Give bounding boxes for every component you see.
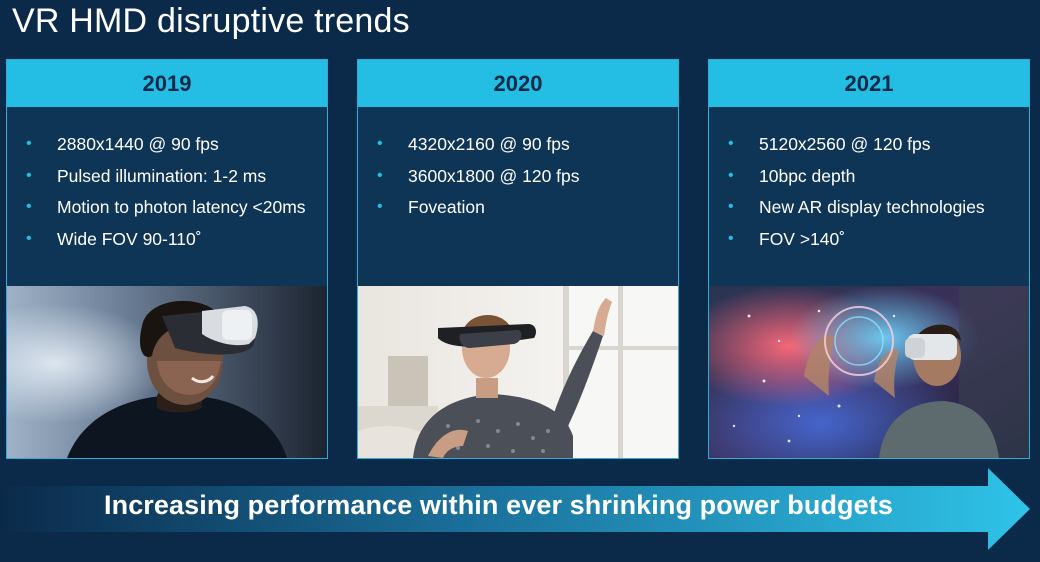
vr-headset-photo — [7, 286, 327, 458]
list-item: • 4320x2160 @ 90 fps — [377, 134, 570, 154]
bullet-icon: • — [26, 229, 32, 247]
arrow-icon — [0, 468, 1030, 550]
bullet-icon: • — [728, 229, 734, 247]
bullet-icon: • — [728, 135, 734, 152]
card-year-header: 2021 — [709, 60, 1029, 107]
list-item: • 5120x2560 @ 120 fps — [728, 134, 931, 154]
vr-light-effects-photo — [709, 286, 1029, 458]
page-title: VR HMD disruptive trends — [12, 2, 410, 40]
card-2020: 2020 • 4320x2160 @ 90 fps • 3600x1800 @ 12… — [357, 59, 679, 459]
ar-headset-photo — [358, 286, 678, 458]
card-2021: 2021 • 5120x2560 @ 120 fps • 10bpc depth •… — [708, 59, 1030, 459]
list-item: • 10bpc depth — [728, 165, 856, 186]
list-item: • 2880x1440 @ 90 fps — [26, 134, 219, 154]
list-item: • 3600x1800 @ 120 fps — [377, 165, 580, 186]
list-item: • Foveation — [377, 197, 485, 217]
card-year-header: 2020 — [358, 60, 678, 107]
bullet-icon: • — [377, 135, 383, 152]
bullet-icon: • — [377, 198, 383, 215]
bullet-icon: • — [26, 135, 32, 152]
bullet-icon: • — [377, 166, 383, 184]
card-2019: 2019 • 2880x1440 @ 90 fps • Pulsed illumin… — [6, 59, 328, 459]
list-item: • Wide FOV 90-110˚ — [26, 228, 202, 249]
bullet-list: • 4320x2160 @ 90 fps • 3600x1800 @ 120 fps… — [358, 132, 678, 227]
bullet-list: • 5120x2560 @ 120 fps • 10bpc depth • New A… — [709, 132, 1029, 258]
list-item: • Pulsed illumination: 1-2 ms — [26, 165, 267, 186]
card-year-header: 2019 — [7, 60, 327, 107]
bullet-list: • 2880x1440 @ 90 fps • Pulsed illumination… — [7, 132, 327, 258]
list-item: • New AR display technologies — [728, 197, 985, 217]
list-item: • FOV >140˚ — [728, 228, 846, 249]
banner-text: Increasing performance within ever shrin… — [104, 490, 893, 520]
bullet-icon: • — [26, 198, 32, 215]
list-item: • Motion to photon latency <20ms — [26, 197, 306, 217]
performance-arrow-banner: Increasing performance within ever shrin… — [0, 468, 1040, 552]
bullet-icon: • — [728, 198, 734, 215]
bullet-icon: • — [26, 166, 32, 184]
bullet-icon: • — [728, 166, 734, 184]
